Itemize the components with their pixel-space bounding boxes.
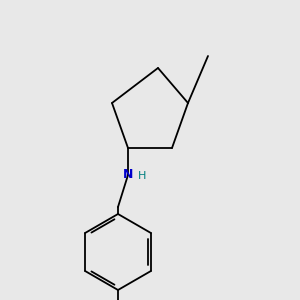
Text: H: H xyxy=(138,171,146,181)
Text: N: N xyxy=(123,169,133,182)
